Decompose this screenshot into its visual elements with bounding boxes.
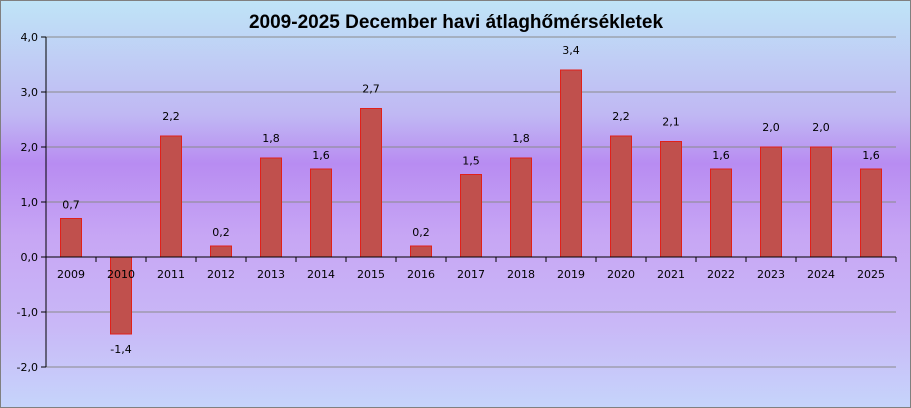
data-label: 2,2 [612,110,630,123]
data-label: 1,5 [462,155,480,168]
bar-2011 [160,135,182,258]
x-tick-label: 2010 [107,268,135,281]
bar-2023 [760,146,782,258]
x-tick-label: 2017 [457,268,485,281]
x-tick-label: 2016 [407,268,435,281]
data-label: 0,2 [212,226,230,239]
x-tick-label: 2015 [357,268,385,281]
data-label: -1,4 [110,343,131,356]
data-label: 1,6 [712,149,730,162]
bar-2020 [610,135,632,258]
x-tick-label: 2018 [507,268,535,281]
x-tick-label: 2024 [807,268,835,281]
y-tick-label: 1,0 [21,196,39,209]
x-tick-label: 2014 [307,268,335,281]
x-tick-label: 2019 [557,268,585,281]
y-tick-label: 2,0 [21,141,39,154]
bar-2015 [360,108,382,258]
bar-2021 [660,141,682,258]
data-label: 0,2 [412,226,430,239]
data-labels: 0,7 -1,4 2,2 0,2 1,8 1,6 2,7 0,2 1,5 1,8 3,4 2,2 2,1… [62,44,880,356]
data-label: 2,0 [762,121,780,134]
x-tick-label: 2013 [257,268,285,281]
axes: 4,0 3,0 2,0 1,0 0,0 -1,0 -2,0 2009 2010 2011 2012 2… [17,31,897,374]
data-label: 2,1 [662,116,680,129]
bar-2009 [60,218,82,258]
x-tick-label: 2009 [57,268,85,281]
bar-2024 [810,146,832,258]
x-tick-label: 2012 [207,268,235,281]
bar-2025 [860,168,882,258]
bar-2022 [710,168,732,258]
x-tick-label: 2022 [707,268,735,281]
y-tick-label: -1,0 [17,306,38,319]
data-label: 1,8 [262,132,280,145]
x-tick-label: 2023 [757,268,785,281]
bar-2014 [310,168,332,258]
y-tick-label: 0,0 [21,251,39,264]
bars [60,69,882,335]
x-tick-label: 2011 [157,268,185,281]
x-tick-label: 2025 [857,268,885,281]
x-tick-label: 2021 [657,268,685,281]
y-tick-label: -2,0 [17,361,38,374]
data-label: 2,2 [162,110,180,123]
bar-2012 [210,245,232,258]
data-label: 1,6 [312,149,330,162]
x-tick-label: 2020 [607,268,635,281]
y-tick-label: 4,0 [21,31,39,44]
y-tick-label: 3,0 [21,86,39,99]
data-label: 1,8 [512,132,530,145]
bar-2013 [260,157,282,258]
data-label: 2,7 [362,83,380,96]
data-label: 0,7 [62,199,80,212]
chart-title: 2009-2025 December havi átlaghőmérséklet… [249,12,663,33]
data-label: 2,0 [812,121,830,134]
bar-2016 [410,245,432,258]
bar-2019 [560,69,582,258]
data-label: 3,4 [562,44,580,57]
bar-2018 [510,157,532,258]
data-label: 1,6 [862,149,880,162]
bar-2017 [460,174,482,258]
